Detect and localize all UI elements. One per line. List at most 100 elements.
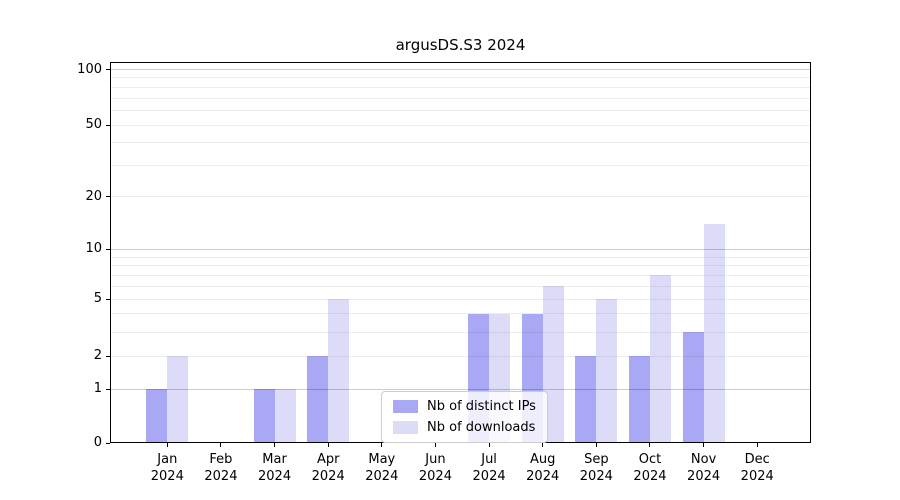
y-tick-label: 10 (85, 241, 102, 257)
x-tick-mark (434, 443, 436, 447)
x-tick-label: Sep 2024 (568, 451, 624, 485)
gridline (110, 274, 811, 276)
x-tick-year: 2024 (258, 469, 292, 484)
bar-distinct-ips-oct (628, 356, 650, 443)
x-tick-year: 2024 (526, 469, 560, 484)
gridline (110, 124, 811, 126)
y-tick-label: 1 (93, 381, 102, 397)
legend-label-distinct-ips: Nb of distinct IPs (427, 399, 536, 414)
bar-downloads-jan (167, 356, 189, 443)
x-tick-label: Dec 2024 (729, 451, 785, 485)
x-tick-mark (381, 443, 383, 447)
gridline (110, 69, 811, 70)
x-tick-mark (649, 443, 651, 447)
bar-downloads-oct (649, 275, 671, 443)
x-tick-year: 2024 (472, 469, 506, 484)
x-tick-mark (756, 443, 758, 447)
bar-downloads-sep (596, 299, 618, 443)
x-tick-year: 2024 (740, 469, 774, 484)
x-tick-year: 2024 (633, 469, 667, 484)
bar-distinct-ips-apr (307, 356, 329, 443)
y-tick-mark (106, 69, 110, 70)
x-tick-label: Aug 2024 (515, 451, 571, 485)
x-tick-year: 2024 (311, 469, 345, 484)
gridline (110, 97, 811, 99)
x-tick-label: Feb 2024 (193, 451, 249, 485)
x-tick-label: Apr 2024 (300, 451, 356, 485)
x-tick-mark (542, 443, 544, 447)
bar-distinct-ips-sep (575, 356, 597, 443)
y-tick-mark (106, 298, 110, 300)
bar-downloads-apr (328, 299, 350, 443)
gridline (110, 388, 811, 390)
x-tick-year: 2024 (204, 469, 238, 484)
x-tick-label: Oct 2024 (622, 451, 678, 485)
x-tick-mark (488, 443, 490, 447)
gridline (110, 142, 811, 144)
bar-distinct-ips-nov (682, 332, 704, 443)
x-tick-label: Nov 2024 (676, 451, 732, 485)
x-tick-month: Oct (638, 452, 662, 467)
y-tick-mark (106, 248, 110, 250)
x-tick-label: Jun 2024 (407, 451, 463, 485)
legend-label-downloads: Nb of downloads (427, 420, 536, 435)
x-tick-mark (703, 443, 705, 447)
x-tick-label: May 2024 (354, 451, 410, 485)
y-tick-label: 5 (93, 291, 102, 306)
gridline (110, 313, 811, 315)
bar-distinct-ips-jan (146, 389, 168, 443)
x-tick-month: Jan (157, 452, 178, 467)
y-tick-label: 100 (77, 61, 102, 77)
gridline (110, 298, 811, 300)
x-tick-label: Mar 2024 (247, 451, 303, 485)
y-tick-mark (106, 442, 110, 444)
x-tick-mark (327, 443, 329, 447)
x-tick-year: 2024 (418, 469, 452, 484)
gridline (110, 196, 811, 198)
x-tick-month: Aug (530, 452, 556, 467)
y-tick-label: 2 (93, 348, 102, 363)
y-tick-mark (106, 355, 110, 357)
x-tick-month: Apr (316, 452, 340, 467)
x-tick-mark (220, 443, 222, 447)
legend-swatch-downloads (393, 421, 418, 434)
plot-area (110, 62, 811, 443)
bar-downloads-mar (274, 389, 296, 443)
axis-spine-right (810, 62, 811, 443)
legend-item-distinct-ips: Nb of distinct IPs (393, 399, 536, 414)
y-tick-label: 50 (85, 117, 102, 132)
y-tick-mark (106, 388, 110, 390)
gridline (110, 265, 811, 267)
x-tick-mark (166, 443, 168, 447)
x-tick-month: Jul (481, 452, 497, 467)
axis-spine-top (110, 62, 811, 63)
gridline (110, 256, 811, 258)
legend-swatch-distinct-ips (393, 400, 418, 413)
x-tick-mark (595, 443, 597, 447)
x-tick-mark (274, 443, 276, 447)
gridline (110, 109, 811, 111)
legend: Nb of distinct IPs Nb of downloads (381, 391, 548, 443)
y-tick-label: 0 (93, 435, 102, 450)
chart-title: argusDS.S3 2024 (395, 36, 526, 54)
bar-downloads-aug (542, 286, 564, 443)
gridline (110, 77, 811, 79)
x-tick-year: 2024 (687, 469, 721, 484)
gridline (110, 248, 811, 250)
x-tick-month: Feb (209, 452, 233, 467)
gridline (110, 285, 811, 287)
x-tick-month: Dec (744, 452, 770, 467)
x-tick-year: 2024 (579, 469, 613, 484)
x-tick-month: Nov (690, 452, 717, 467)
gridline (110, 86, 811, 88)
x-tick-month: May (368, 452, 396, 467)
gridline (110, 164, 811, 166)
gridline (110, 355, 811, 357)
bar-downloads-nov (703, 224, 725, 443)
x-tick-year: 2024 (365, 469, 399, 484)
y-tick-mark (106, 196, 110, 198)
x-tick-month: Mar (262, 452, 287, 467)
y-tick-label: 20 (85, 188, 102, 204)
gridline (110, 331, 811, 333)
